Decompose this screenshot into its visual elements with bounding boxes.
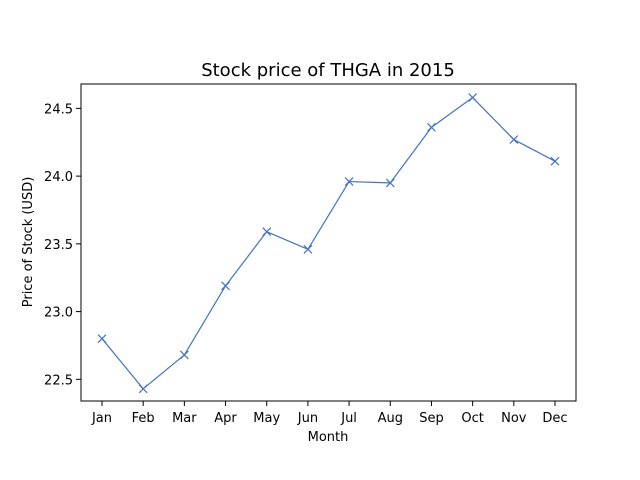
- plot-area: [80, 83, 577, 402]
- y-tick-label: 24.0: [44, 170, 73, 185]
- data-point: [303, 244, 313, 254]
- x-tick-label: Apr: [214, 411, 237, 426]
- data-point: [468, 93, 478, 102]
- x-tick-label: Sep: [419, 411, 444, 426]
- data-point: [509, 135, 519, 144]
- x-axis-label: Month: [308, 430, 349, 445]
- data-point: [221, 281, 230, 291]
- y-axis: 22.5 23.0 23.5 24.0 24.5: [44, 102, 81, 388]
- data-point: [385, 178, 395, 188]
- x-tick-label: Oct: [461, 411, 483, 426]
- x-tick-label: May: [253, 411, 280, 426]
- x-tick-label: Feb: [132, 411, 155, 426]
- data-point: [427, 122, 436, 132]
- x-tick-label: Jun: [297, 411, 318, 426]
- x-tick-label: Nov: [501, 411, 527, 426]
- x-tick-label: Dec: [542, 411, 567, 426]
- y-axis-label: Price of Stock (USD): [21, 177, 36, 308]
- x-tick-label: Mar: [172, 411, 197, 426]
- x-tick-label: Jan: [91, 411, 112, 426]
- data-point: [138, 384, 148, 394]
- data-point: [262, 227, 272, 237]
- y-tick-label: 22.5: [44, 373, 73, 388]
- data-point: [97, 334, 107, 344]
- y-tick-label: 23.5: [44, 238, 73, 253]
- y-tick-label: 23.0: [44, 306, 73, 321]
- x-axis: Jan Feb Mar Apr May Jun Jul Aug Sep Oct Nov Dec: [91, 401, 568, 426]
- data-point: [179, 350, 189, 360]
- data-point: [344, 177, 354, 186]
- series-layer: [97, 93, 560, 394]
- x-tick-label: Jul: [340, 411, 357, 426]
- data-point: [550, 156, 560, 166]
- chart-title: Stock price of THGA in 2015: [201, 60, 455, 81]
- y-tick-label: 24.5: [44, 102, 73, 117]
- x-tick-label: Aug: [378, 411, 403, 426]
- series-line: [101, 96, 556, 390]
